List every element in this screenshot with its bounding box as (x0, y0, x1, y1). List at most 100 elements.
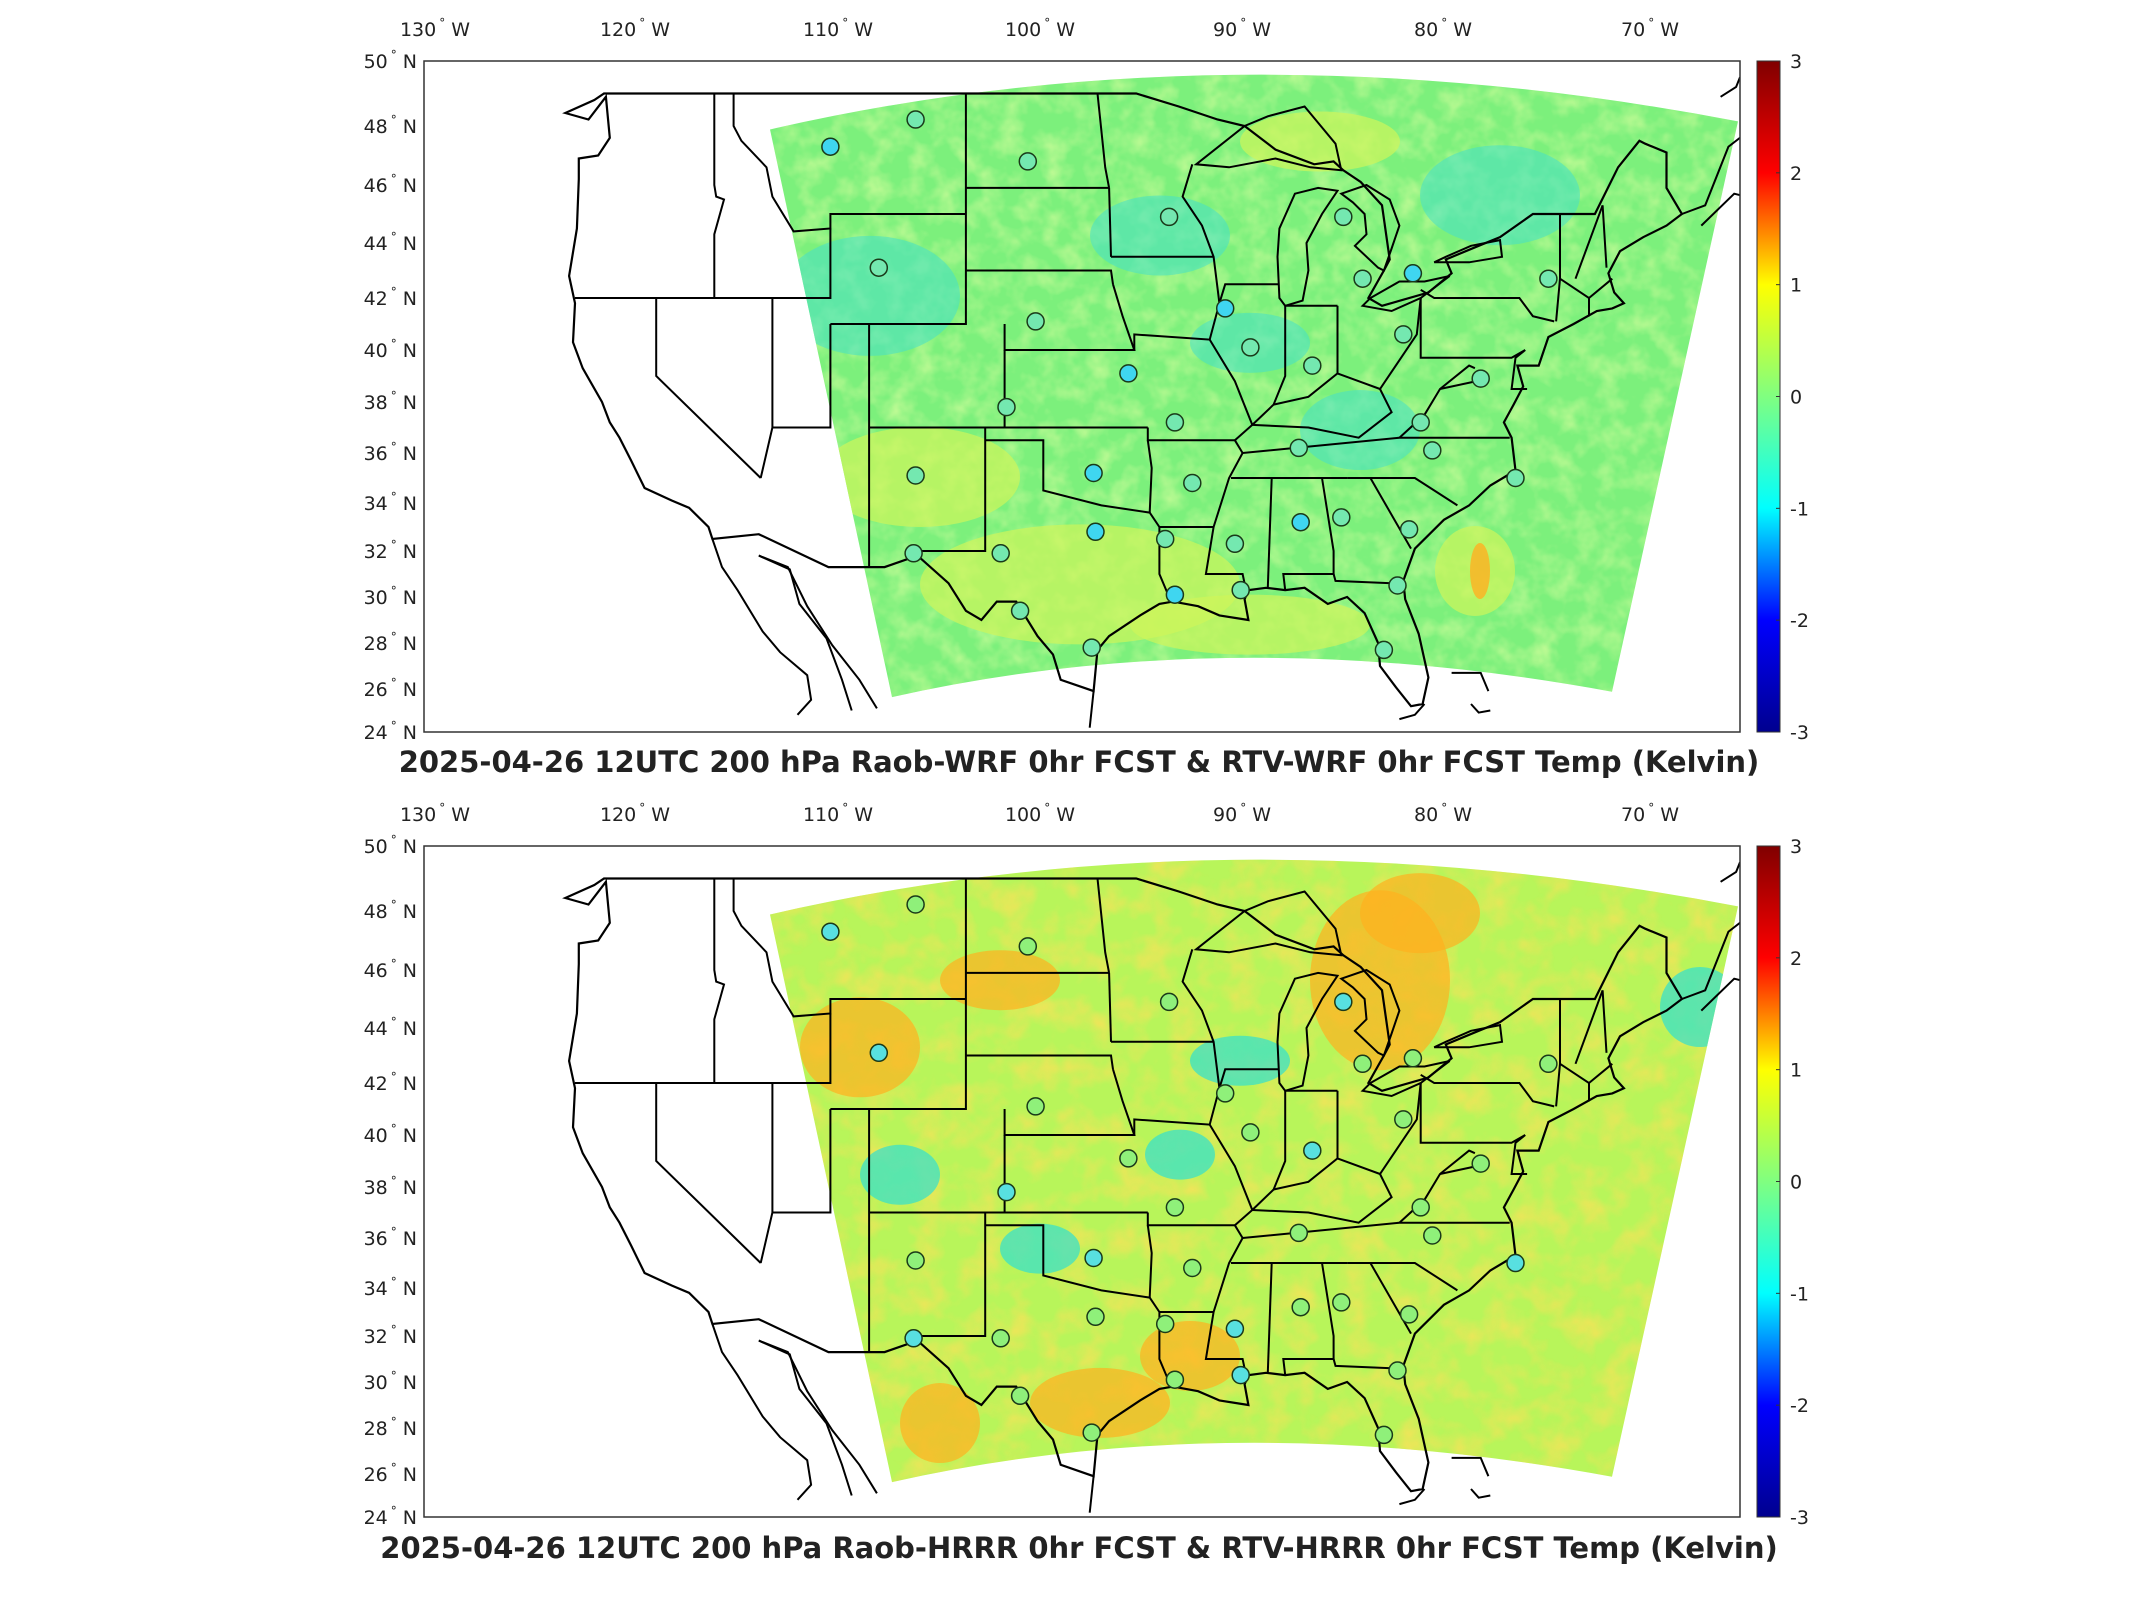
great-lake-shore (1276, 186, 1340, 307)
coastline (1470, 703, 1491, 714)
raob-station-marker (821, 137, 840, 156)
lat-tick-label: 26 ° N (364, 1461, 417, 1486)
colorbar-tick-label: 1 (1790, 275, 1802, 297)
lat-tick-label: 46 ° N (364, 957, 417, 982)
great-lake-shore (1339, 968, 1401, 1057)
lon-tick-label: 80 ° W (1414, 16, 1472, 41)
raob-station-marker (1119, 1149, 1138, 1168)
raob-station-marker (1165, 413, 1185, 432)
raob-station-marker (1334, 992, 1353, 1012)
raob-stations (821, 895, 1558, 1445)
coastline (1470, 1488, 1491, 1499)
state-boundary (732, 878, 966, 1018)
raob-station-marker (906, 110, 925, 129)
raob-station-marker (1084, 1248, 1103, 1268)
coastline (1399, 703, 1426, 721)
raob-station-marker (1086, 1307, 1105, 1327)
coastline (1700, 192, 1740, 227)
state-boundary (1601, 205, 1608, 268)
raob-station-marker (1086, 522, 1105, 542)
raob-station-marker (1241, 338, 1260, 357)
raob-station-marker (1332, 508, 1351, 527)
great-lake-shore (1360, 275, 1451, 313)
raob-station-marker (1010, 601, 1030, 621)
raob-station-marker (1183, 473, 1202, 493)
raob-station-marker (1159, 207, 1179, 227)
raob-station-marker (991, 544, 1010, 563)
lat-tick-label: 38 ° N (364, 1174, 417, 1199)
lat-tick-label: 32 ° N (364, 538, 417, 563)
state-boundary (1218, 1068, 1280, 1089)
lon-tick-label: 130 ° W (400, 16, 470, 41)
lon-tick-label: 110 ° W (803, 801, 873, 826)
coastline (1681, 137, 1740, 215)
raob-station-marker (1018, 152, 1038, 171)
raob-station-marker (869, 1043, 889, 1063)
state-boundary (1337, 1082, 1422, 1176)
raob-station-marker (1332, 1293, 1351, 1312)
raob-station-marker (1411, 1198, 1430, 1217)
lon-tick-label: 90 ° W (1213, 16, 1271, 41)
raob-station-marker (1291, 512, 1310, 532)
colorbar: 3 2 1 0 -1 -2 -3 (1756, 836, 1809, 1529)
raob-station-marker (1241, 1123, 1260, 1142)
raob-station-marker (1394, 1110, 1413, 1129)
raob-station-marker (1399, 520, 1419, 539)
state-boundary (1574, 989, 1604, 1065)
raob-station-marker (1010, 1386, 1030, 1406)
lat-tick-label: 32 ° N (364, 1323, 417, 1348)
raob-station-marker (904, 544, 923, 563)
raob-station-marker (1225, 534, 1245, 554)
state-boundary (965, 269, 1114, 285)
lon-tick-label: 110 ° W (803, 16, 873, 41)
state-boundary (1218, 283, 1280, 304)
raob-station-marker (1159, 992, 1179, 1012)
lat-tick-label: 38 ° N (364, 389, 417, 414)
lat-tick-label: 42 ° N (364, 1070, 417, 1095)
state-boundary (1420, 1073, 1555, 1108)
raob-station-marker (1303, 356, 1322, 375)
lat-tick-label: 28 ° N (364, 1415, 417, 1440)
colorbar-tick-label: -3 (1790, 722, 1809, 744)
state-boundary (1370, 477, 1458, 507)
coastline (1681, 922, 1740, 1000)
raob-station-marker (1471, 1154, 1490, 1173)
state-boundary (1108, 187, 1112, 257)
raob-station-marker (1423, 1226, 1442, 1245)
colorbar-tick-label: 2 (1790, 163, 1802, 185)
coastline-and-border (562, 877, 1684, 1493)
colorbar-tick-label: -2 (1790, 1395, 1809, 1417)
raob-station-marker (1289, 1223, 1309, 1243)
lat-tick-label: 34 ° N (364, 490, 417, 515)
colorbar-tick-label: 3 (1790, 836, 1802, 858)
lon-tick-label: 100 ° W (1005, 801, 1075, 826)
state-boundary (1146, 1225, 1153, 1298)
raob-station-marker (1155, 529, 1175, 549)
lat-tick-label: 44 ° N (364, 230, 417, 255)
raob-station-marker (1183, 1258, 1202, 1278)
state-boundary (1252, 388, 1393, 439)
colorbar-tick-label: -1 (1790, 498, 1809, 520)
raob-station-marker (1165, 1370, 1185, 1389)
lon-tick-label: 120 ° W (600, 16, 670, 41)
temperature-difference-field (770, 859, 1738, 1483)
raob-station-marker (997, 397, 1016, 417)
map-boundaries (562, 861, 1740, 1513)
coastline (711, 1323, 813, 1501)
state-boundary (965, 1054, 1114, 1070)
raob-station-marker (1411, 413, 1430, 432)
raob-station-marker (1374, 1425, 1394, 1445)
coastline (1399, 1488, 1426, 1506)
raob-station-marker (1231, 580, 1250, 600)
coastline (758, 1339, 878, 1494)
map-frame (423, 60, 1741, 733)
state-boundary (714, 1013, 832, 1084)
great-lake-shore (1193, 890, 1343, 957)
lat-tick-label: 44 ° N (364, 1015, 417, 1040)
panel-title: 2025-04-26 12UTC 200 hPa Raob-HRRR 0hr F… (380, 1531, 1777, 1565)
raob-station-marker (1539, 1054, 1558, 1074)
state-boundary (1273, 1090, 1339, 1191)
raob-station-marker (869, 258, 889, 277)
coastline (1088, 1476, 1095, 1513)
state-boundary (1588, 277, 1613, 299)
